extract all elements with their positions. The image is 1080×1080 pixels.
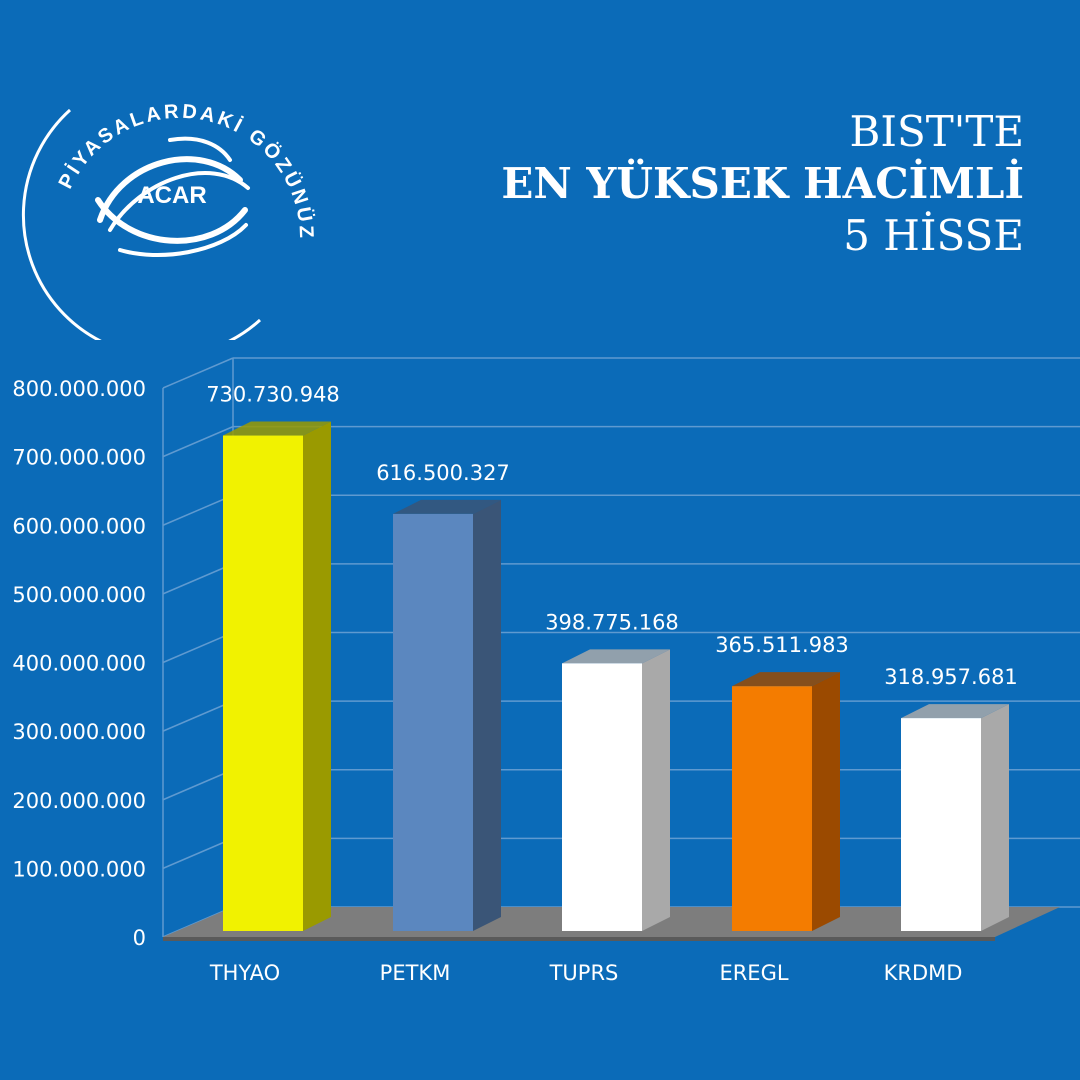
gridline-depth <box>162 631 234 664</box>
bar-top <box>901 704 1009 719</box>
y-tick-label: 0 <box>133 926 146 950</box>
gridline-depth <box>162 769 234 801</box>
logo-ring-icon <box>21 108 262 340</box>
title-line-2: EN YÜKSEK HACİMLİ <box>501 159 1024 208</box>
y-tick-label: 500.000.000 <box>12 583 146 607</box>
bar-top <box>562 649 670 664</box>
bar <box>901 718 981 931</box>
bar <box>732 686 812 931</box>
gridline-depth <box>162 494 234 526</box>
title-line-1: BIST'TE <box>849 107 1024 156</box>
x-tick-label: PETKM <box>380 961 451 985</box>
gridline-depth <box>162 837 234 870</box>
bar-value-label: 318.957.681 <box>884 665 1018 689</box>
logo-ring-text: PİYASALARDAKİ GÖZÜNÜZ <box>55 101 318 241</box>
y-tick-label: 800.000.000 <box>12 377 146 401</box>
page-title: BIST'TE EN YÜKSEK HACİMLİ 5 HİSSE <box>501 106 1024 262</box>
chart-floor-edge <box>163 937 995 941</box>
gridline-depth <box>162 563 234 595</box>
logo-brand-text: ACAR <box>137 182 206 209</box>
title-line-3: 5 HİSSE <box>843 211 1024 260</box>
bar-value-label: 365.511.983 <box>715 633 849 657</box>
bar-side <box>473 499 501 931</box>
bar-value-label: 398.775.168 <box>545 610 679 634</box>
x-axis: 730.730.948 THYAO 616.500.327 PETKM 398.775.… <box>206 383 1018 985</box>
bar-side <box>642 649 670 931</box>
y-tick-label: 300.000.000 <box>12 720 146 744</box>
gridline-depth <box>162 357 234 389</box>
y-tick-label: 600.000.000 <box>12 514 146 538</box>
y-tick-label: 200.000.000 <box>12 789 146 813</box>
bar <box>562 663 642 931</box>
logo-eye-icon <box>95 136 250 257</box>
bar-top <box>393 499 501 514</box>
bar <box>393 513 473 931</box>
x-tick-label: EREGL <box>719 961 788 985</box>
x-tick-label: THYAO <box>209 961 280 985</box>
bar-top <box>732 672 840 687</box>
bar-value-label: 616.500.327 <box>376 461 510 485</box>
x-tick-label: KRDMD <box>884 961 963 985</box>
y-tick-label: 400.000.000 <box>12 652 146 676</box>
bar-side <box>812 672 840 931</box>
bar-side <box>981 704 1009 931</box>
bar-chart: 0 100.000.000 200.000.000 300.000.000 400.00… <box>12 357 1080 985</box>
bar <box>223 435 303 931</box>
y-tick-label: 100.000.000 <box>12 857 146 881</box>
gridline-depth <box>162 425 234 458</box>
gridline-depth <box>162 700 234 732</box>
bars <box>223 421 1009 931</box>
x-tick-label: TUPRS <box>549 961 619 985</box>
y-tick-label: 700.000.000 <box>12 446 146 470</box>
brand-logo: PİYASALARDAKİ GÖZÜNÜZ ACAR <box>21 101 318 340</box>
bar-side <box>303 421 331 931</box>
y-axis: 0 100.000.000 200.000.000 300.000.000 400.00… <box>12 377 146 950</box>
bar-value-label: 730.730.948 <box>206 383 340 407</box>
bar-top <box>223 421 331 436</box>
